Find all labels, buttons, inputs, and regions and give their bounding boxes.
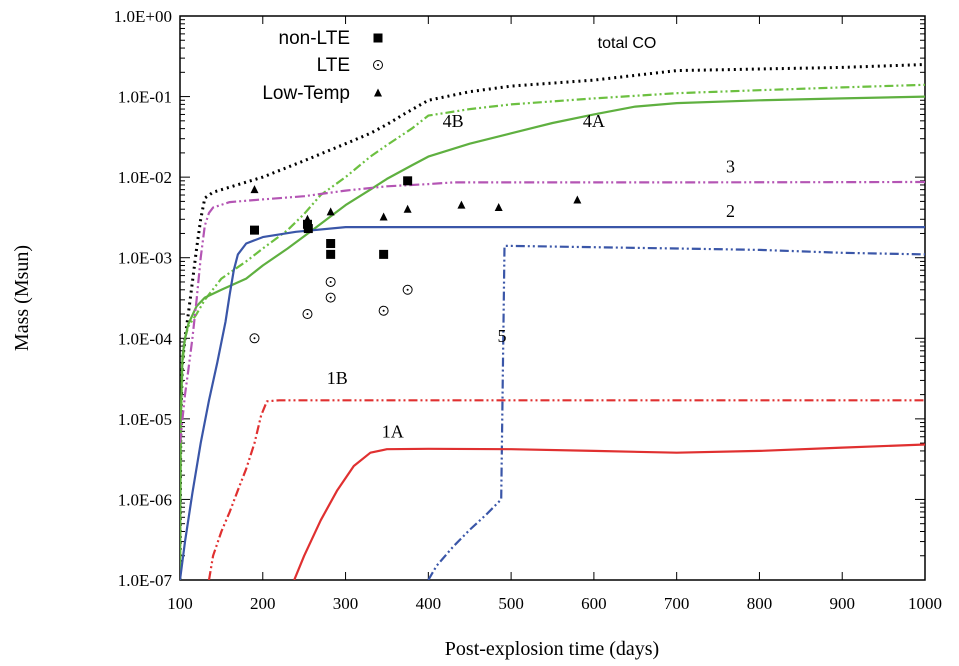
series-line-3 — [180, 180, 925, 444]
x-axis-label: Post-explosion time (days) — [445, 638, 659, 660]
marker-low-temp — [379, 212, 388, 221]
series-line-1a — [293, 443, 925, 580]
y-tick-label: 1.0E-07 — [118, 571, 173, 590]
series-label-4b: 4B — [443, 111, 464, 131]
marker-low-temp — [304, 217, 313, 226]
series-label-3: 3 — [726, 156, 735, 176]
series-line-2 — [180, 226, 925, 580]
marker-non-lte — [326, 249, 336, 259]
axis-ticks — [179, 15, 926, 581]
marker-low-temp — [457, 200, 466, 209]
x-tick-label: 800 — [747, 594, 773, 613]
legend: non-LTE LTE Low-Temp — [262, 28, 383, 104]
marker-non-lte — [303, 224, 313, 234]
marker-lte — [325, 276, 336, 287]
legend-marker-lte — [373, 60, 383, 70]
marker-lte — [325, 292, 336, 303]
y-tick-label: 1.0E+00 — [114, 7, 172, 26]
series-label-4a: 4A — [583, 111, 605, 131]
y-tick-label: 1.0E-01 — [118, 88, 172, 107]
y-tick-label: 1.0E-04 — [118, 329, 173, 348]
series-label-total-co: total CO — [598, 35, 657, 52]
marker-non-lte — [250, 225, 259, 235]
legend-label-low-temp: Low-Temp — [262, 83, 350, 104]
marker-layer — [249, 176, 582, 344]
x-tick-label: 500 — [498, 594, 524, 613]
y-tick-label: 1.0E-06 — [118, 490, 172, 509]
series-line-total-co — [180, 63, 925, 580]
series-annotations: total CO 4B 4A 3 2 5 1B 1A — [327, 35, 735, 441]
y-tick-label: 1.0E-05 — [118, 410, 172, 429]
marker-lte — [402, 284, 413, 295]
legend-label-non-lte: non-LTE — [279, 28, 350, 49]
marker-low-temp — [573, 195, 582, 204]
x-tick-label: 200 — [250, 594, 276, 613]
legend-label-lte: LTE — [317, 55, 350, 76]
series-label-5: 5 — [498, 326, 507, 346]
y-tick-label: 1.0E-03 — [118, 249, 172, 268]
marker-lte — [302, 309, 313, 320]
series-label-2: 2 — [726, 201, 735, 221]
series-line-4a — [180, 95, 925, 580]
x-tick-label: 100 — [167, 594, 193, 613]
marker-low-temp — [494, 202, 503, 211]
marker-low-temp — [326, 207, 335, 216]
marker-low-temp — [250, 185, 259, 194]
legend-marker-non-lte — [373, 33, 383, 43]
tick-labels: 100 200 300 400 500 600 700 800 900 1000 1.0E-07 1.… — [114, 7, 942, 613]
x-tick-label: 400 — [416, 594, 442, 613]
y-tick-label: 1.0E-02 — [118, 168, 172, 187]
series-line-1b — [207, 399, 925, 580]
legend-marker-low-temp — [374, 88, 382, 97]
x-tick-label: 1000 — [908, 594, 942, 613]
x-tick-label: 900 — [829, 594, 855, 613]
marker-non-lte — [379, 249, 389, 259]
x-tick-label: 300 — [333, 594, 359, 613]
marker-non-lte — [403, 176, 413, 186]
marker-non-lte — [326, 239, 336, 249]
x-tick-label: 700 — [664, 594, 690, 613]
series-line-5 — [427, 244, 925, 580]
marker-low-temp — [403, 204, 412, 213]
series-label-1b: 1B — [327, 368, 348, 388]
marker-lte — [249, 333, 260, 344]
x-tick-label: 600 — [581, 594, 607, 613]
marker-lte — [378, 305, 389, 316]
plot-frame — [179, 15, 926, 581]
series-layer — [180, 63, 925, 580]
series-line-4b — [180, 83, 925, 580]
series-label-1a: 1A — [382, 421, 404, 441]
y-axis-label: Mass (Msun) — [11, 245, 33, 351]
